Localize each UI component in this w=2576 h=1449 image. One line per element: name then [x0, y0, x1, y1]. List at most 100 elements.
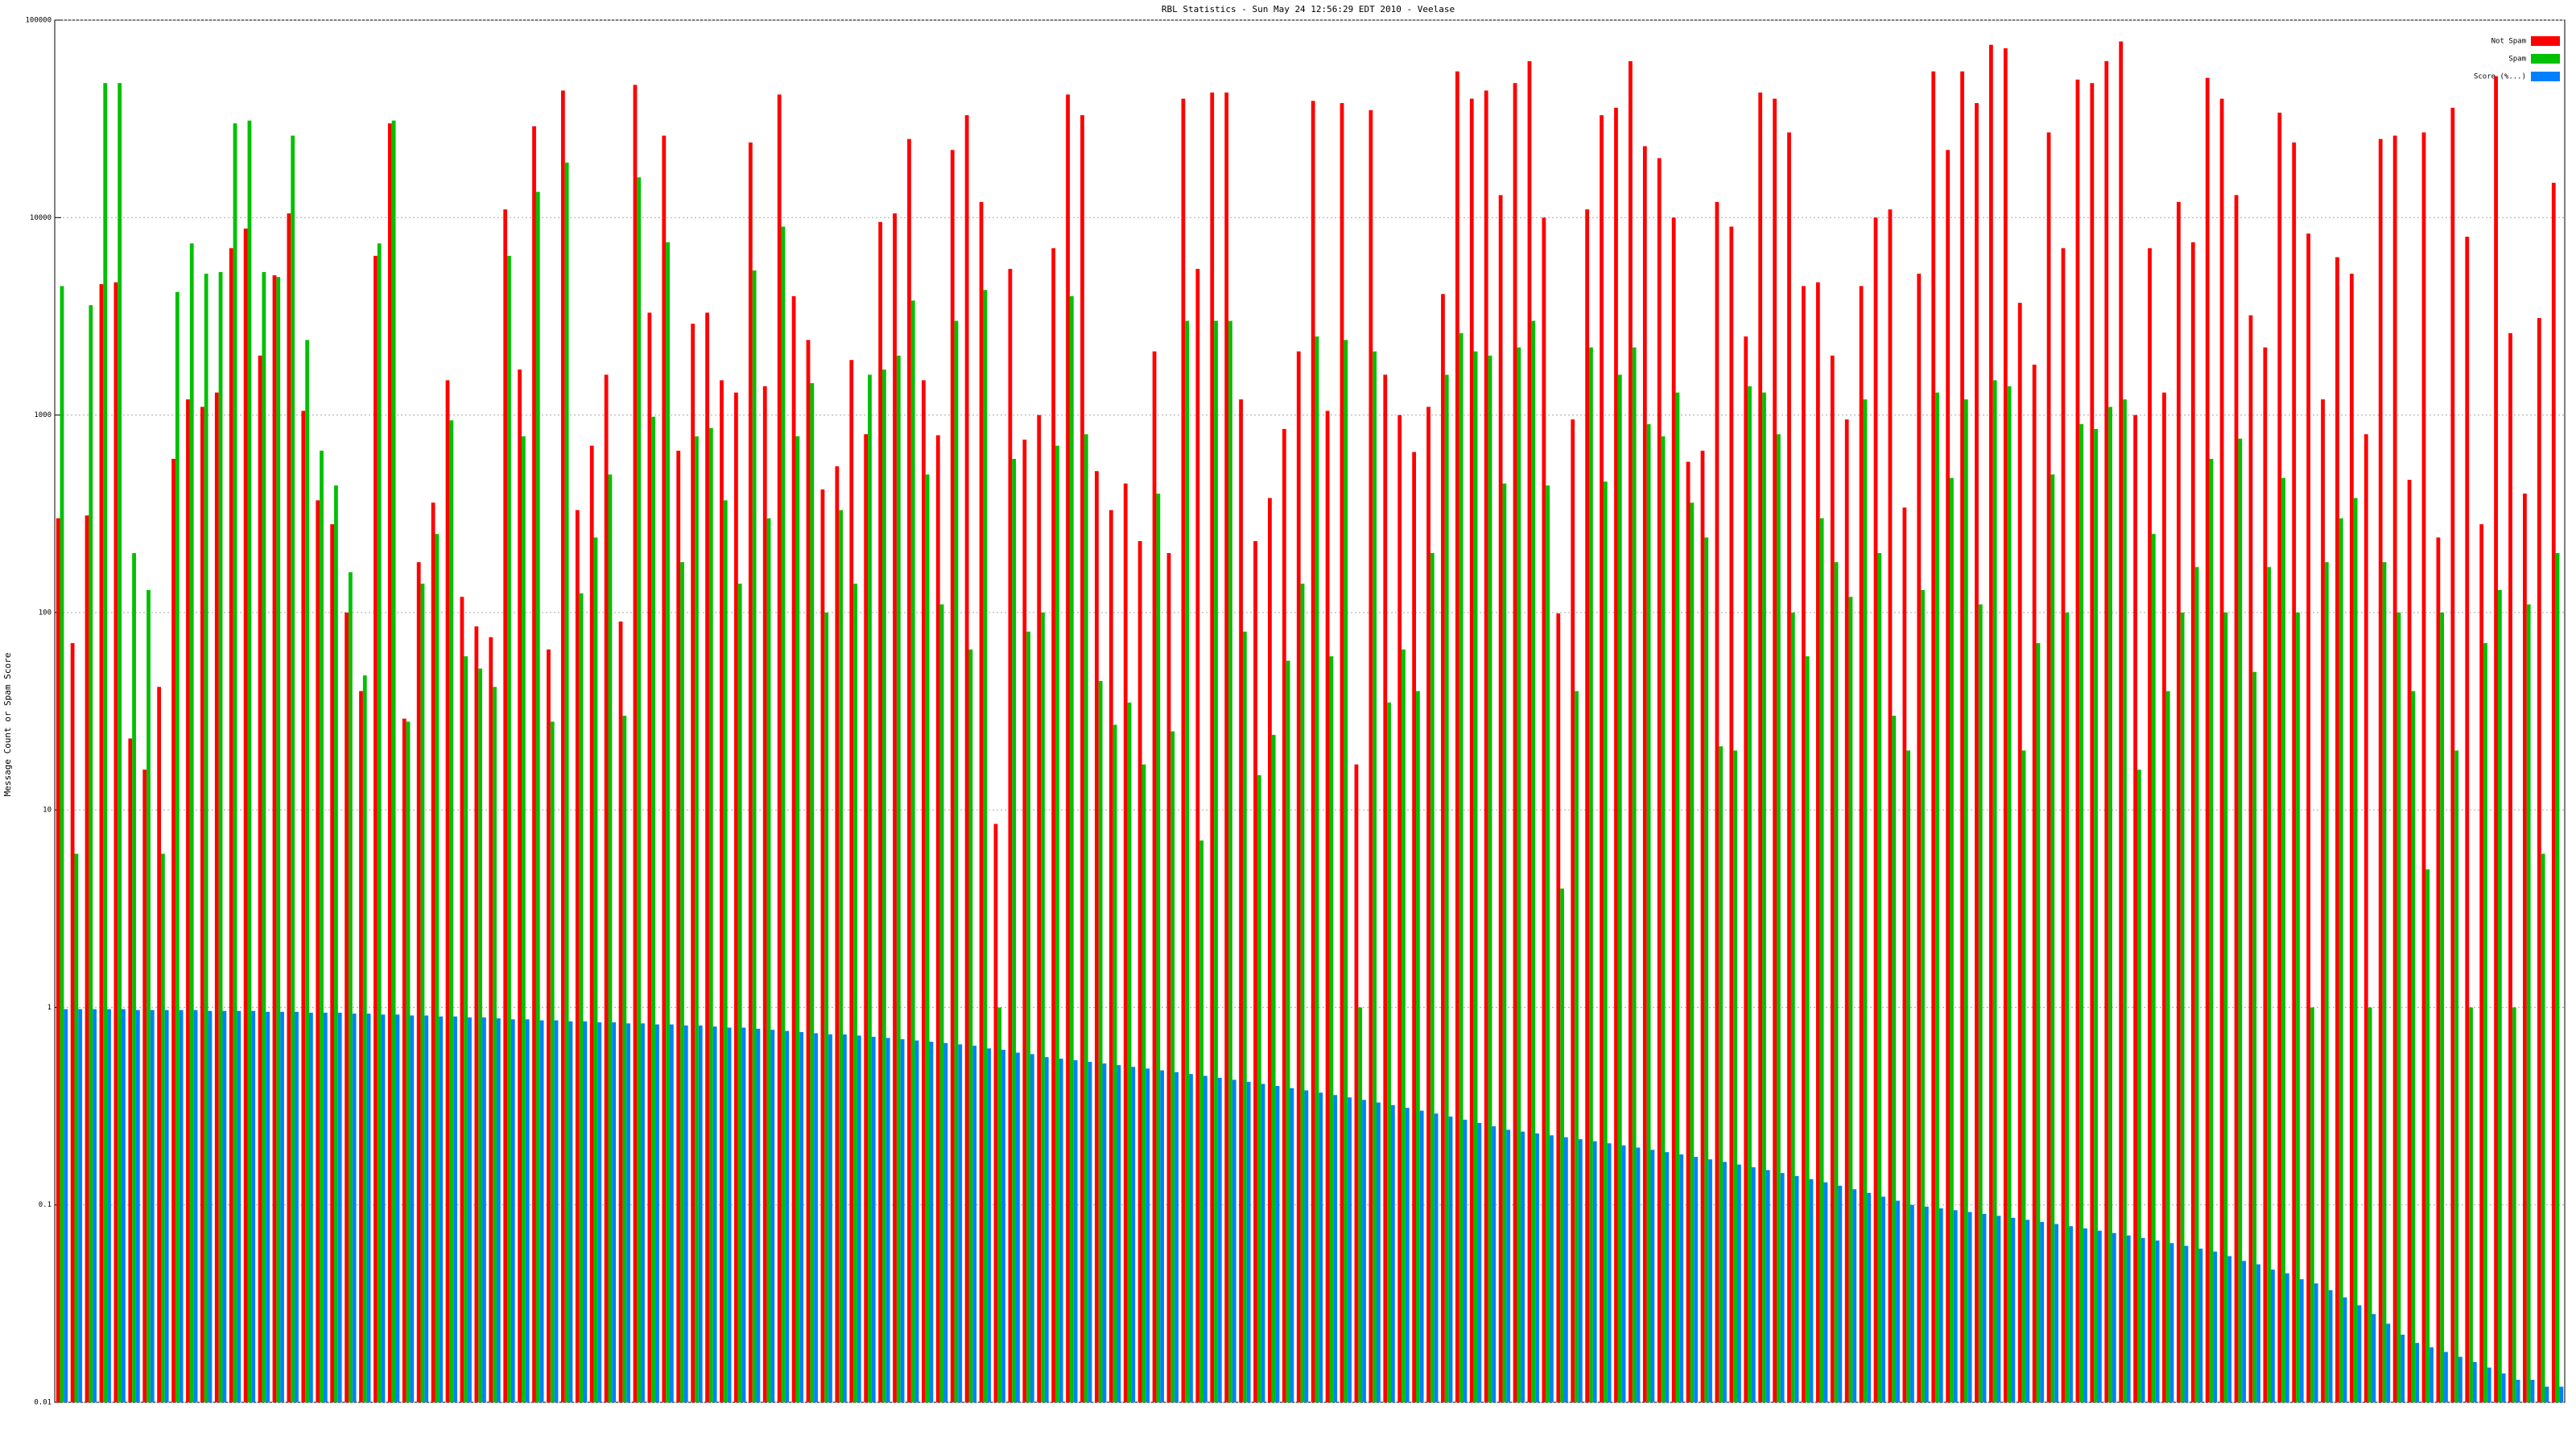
bar [2219, 98, 2224, 1402]
bar [2501, 1373, 2506, 1402]
y-tick-label: 100000 [25, 17, 52, 25]
bar [835, 466, 840, 1402]
bar [622, 716, 627, 1402]
bar [2386, 1323, 2391, 1402]
bar [1228, 320, 1232, 1402]
bar [2479, 524, 2484, 1402]
bar [1469, 98, 1474, 1402]
bar [1950, 477, 1954, 1402]
bar [1477, 1122, 1482, 1402]
bar [1867, 1192, 1872, 1402]
bar [871, 1036, 876, 1402]
bar [560, 90, 565, 1403]
bar [2011, 1217, 2016, 1402]
bar [2436, 537, 2441, 1403]
bar [2281, 477, 2285, 1402]
bar [1906, 750, 1911, 1402]
bar [849, 360, 854, 1402]
bar [968, 649, 973, 1402]
bar [2126, 1235, 2131, 1402]
bar [720, 380, 724, 1402]
bar [1603, 481, 1608, 1402]
bar [1960, 71, 1964, 1403]
bar [2194, 567, 2199, 1402]
bar [1758, 92, 1763, 1403]
bar [2357, 1305, 2362, 1402]
bar [1448, 1117, 1453, 1402]
bar [1704, 537, 1709, 1403]
bar [1517, 347, 1521, 1402]
bar [1084, 434, 1088, 1402]
bar [1671, 217, 1676, 1403]
bar [979, 201, 984, 1403]
bar [186, 399, 190, 1402]
bar [1780, 1173, 1785, 1402]
bar [1686, 461, 1690, 1403]
bar [881, 369, 886, 1402]
bar [1098, 680, 1103, 1402]
bar [2382, 562, 2387, 1402]
bar [1377, 1102, 1381, 1402]
bar [921, 380, 926, 1402]
bar [683, 1025, 688, 1402]
bar [1123, 483, 1128, 1402]
bar [2314, 1283, 2318, 1402]
bar [914, 1040, 919, 1402]
bar [1348, 1097, 1352, 1402]
bar [150, 1009, 155, 1402]
bar [2256, 1264, 2260, 1402]
bar [1108, 510, 1113, 1402]
bar [2353, 497, 2358, 1402]
bar [2494, 76, 2498, 1403]
bar [489, 637, 493, 1402]
bar [1723, 1162, 1727, 1402]
bar [1556, 613, 1561, 1402]
bar [381, 1014, 386, 1402]
bar [1902, 507, 1907, 1403]
bar [2205, 77, 2210, 1402]
bar [868, 374, 872, 1403]
bar [1463, 1119, 1468, 1402]
bar [2069, 1226, 2073, 1402]
bar [1059, 1059, 1063, 1402]
bar [1344, 340, 1348, 1402]
bar [1762, 392, 1766, 1402]
bar [2054, 1224, 2059, 1402]
bar [525, 1019, 530, 1402]
bar [2133, 415, 2137, 1402]
bar [1304, 1090, 1309, 1402]
bar [1498, 195, 1503, 1402]
bar [222, 1010, 227, 1402]
bar [305, 340, 309, 1402]
bar [2155, 1240, 2160, 1402]
bar [2238, 438, 2243, 1402]
bar [1232, 1080, 1236, 1402]
bar [1776, 434, 1781, 1402]
bar [2444, 1352, 2448, 1402]
bar [1773, 98, 1777, 1402]
bar [612, 1022, 617, 1402]
bar [189, 243, 194, 1402]
bar [864, 434, 869, 1402]
bar [1938, 1208, 1943, 1402]
bar [1931, 71, 1936, 1403]
bar [2310, 1007, 2314, 1402]
bar [770, 1030, 775, 1402]
bar [2032, 364, 2037, 1402]
bar [1354, 764, 1359, 1402]
bar [2050, 474, 2055, 1402]
bar [70, 642, 75, 1402]
bar [521, 436, 526, 1402]
bar [2545, 1386, 2549, 1402]
bar [135, 1009, 140, 1402]
bar [2136, 770, 2141, 1402]
bar [1978, 604, 1983, 1402]
bar [1044, 1057, 1049, 1402]
bar [575, 510, 580, 1402]
bar [1502, 483, 1507, 1402]
bar [777, 94, 782, 1402]
bar [1426, 407, 1430, 1402]
bar [1992, 380, 1997, 1402]
bar [1397, 415, 1402, 1402]
bar [2151, 534, 2156, 1402]
